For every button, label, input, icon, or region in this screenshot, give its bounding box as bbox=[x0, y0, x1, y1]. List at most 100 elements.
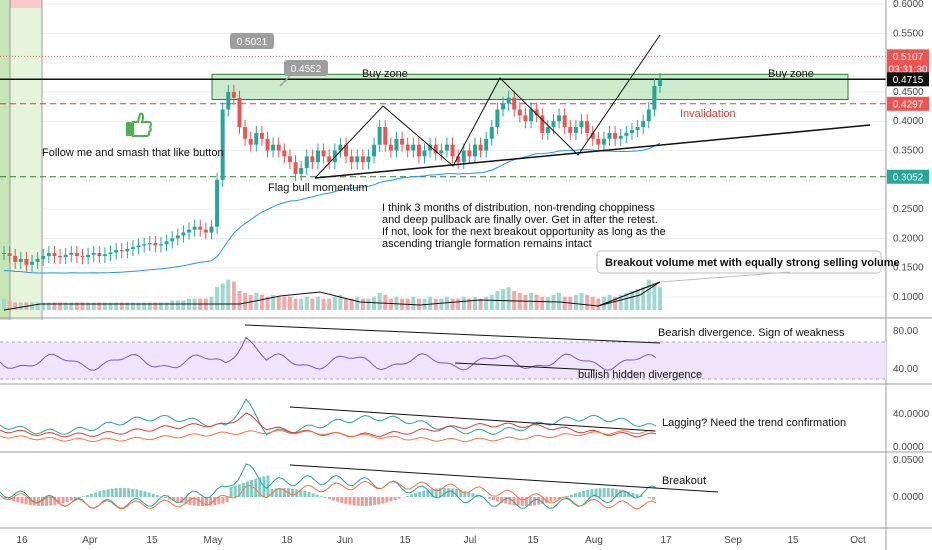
candle-body bbox=[635, 127, 640, 130]
candle-body bbox=[529, 109, 534, 122]
candle-body bbox=[472, 144, 477, 157]
candle-body bbox=[506, 97, 511, 104]
volume-bar bbox=[130, 302, 135, 310]
volume-bar bbox=[456, 298, 461, 310]
volume-bar bbox=[573, 294, 578, 310]
candle-body bbox=[237, 97, 242, 128]
candle-body bbox=[187, 229, 192, 233]
price-tick-label: 0.2500 bbox=[893, 204, 924, 215]
macd-histogram-bar bbox=[291, 488, 295, 497]
volume-bar bbox=[327, 298, 332, 310]
candle-body bbox=[641, 121, 646, 128]
thesis-line-1: I think 3 months of distribution, non-tr… bbox=[382, 202, 655, 214]
macd-histogram-bar bbox=[385, 497, 389, 503]
price-tag-box bbox=[887, 61, 929, 76]
volume-bar bbox=[299, 298, 304, 310]
candle-body bbox=[13, 255, 18, 262]
price-tick-label: 0.3500 bbox=[893, 146, 924, 157]
candle-body bbox=[501, 103, 506, 110]
panel3-line-b bbox=[0, 412, 657, 438]
volume-bar bbox=[613, 296, 618, 310]
callout-high: 0.5021 bbox=[230, 33, 274, 49]
candle-body bbox=[658, 80, 662, 87]
candle-body bbox=[18, 258, 23, 262]
time-tick-label: 18 bbox=[281, 535, 293, 546]
triangle-support-line bbox=[314, 124, 871, 179]
macd-histogram-bar bbox=[49, 497, 53, 506]
candle-body bbox=[411, 144, 416, 151]
volume-bar bbox=[545, 296, 550, 310]
macd-histogram-bar bbox=[233, 485, 237, 497]
volume-bar bbox=[624, 292, 629, 310]
macd-histogram-bar bbox=[311, 493, 315, 497]
macd-histogram-bar bbox=[131, 488, 135, 497]
candle-body bbox=[231, 91, 236, 98]
candle-body bbox=[153, 243, 158, 246]
macd-histogram-bar bbox=[348, 497, 352, 505]
candle-body bbox=[46, 253, 51, 256]
macd-histogram-bar bbox=[135, 489, 139, 497]
macd-histogram-bar bbox=[586, 490, 590, 497]
macd-histogram-bar bbox=[455, 489, 459, 497]
price-tick-label: 0.6000 bbox=[893, 0, 924, 10]
macd-histogram-bar bbox=[651, 497, 655, 500]
volume-bar bbox=[153, 302, 158, 310]
volume-bar bbox=[58, 302, 63, 310]
candle-body bbox=[35, 258, 40, 262]
price-tag-label: 0.4715 bbox=[893, 75, 924, 86]
macd-histogram-bar bbox=[77, 497, 81, 498]
volume-bar bbox=[80, 302, 85, 310]
time-tick-label: Oct bbox=[850, 535, 866, 546]
macd-histogram-bar bbox=[500, 497, 504, 503]
left-red-cap bbox=[10, 0, 42, 8]
candle-body bbox=[136, 245, 141, 248]
callout-high-box bbox=[230, 33, 274, 49]
macd-histogram-bar bbox=[537, 497, 541, 505]
macd-histogram-bar bbox=[574, 493, 577, 497]
flag-label: Flag bull momentum bbox=[268, 182, 368, 194]
macd-histogram-bar bbox=[496, 497, 500, 502]
macd-histogram-bar bbox=[635, 494, 639, 497]
volume-bar bbox=[63, 302, 68, 310]
candle-body bbox=[119, 250, 124, 252]
macd-histogram-bar bbox=[623, 490, 627, 497]
macd-histogram-bar bbox=[405, 495, 409, 497]
macd-histogram-bar bbox=[434, 488, 438, 497]
rsi-bearish-div-line bbox=[244, 324, 661, 344]
macd-histogram-bar bbox=[389, 497, 393, 502]
thesis-line-2: and deep pullback are finally over. Get … bbox=[382, 214, 658, 226]
candle-body bbox=[164, 241, 169, 245]
macd-histogram-bar bbox=[606, 488, 610, 497]
volume-bar bbox=[416, 298, 421, 310]
volume-bar bbox=[142, 302, 147, 310]
volume-bar bbox=[74, 302, 79, 310]
candle-body bbox=[613, 132, 618, 139]
macd-signal-line bbox=[0, 480, 657, 510]
candle-body bbox=[299, 168, 304, 174]
time-tick-label: 15 bbox=[399, 535, 411, 546]
price-tag-label: 0.4297 bbox=[893, 99, 924, 110]
candle-body bbox=[394, 138, 399, 151]
volume-bar bbox=[243, 292, 248, 310]
volume-bar bbox=[52, 302, 57, 310]
time-tick-label: Jul bbox=[464, 535, 477, 546]
macd-histogram-bar bbox=[615, 488, 618, 497]
candle-body bbox=[24, 258, 29, 265]
volume-bar bbox=[97, 302, 102, 310]
volume-bar bbox=[439, 298, 444, 310]
macd-histogram-bar bbox=[360, 497, 364, 506]
lagging-label: Lagging? Need the trend confirmation bbox=[662, 417, 846, 429]
candle-body bbox=[69, 253, 74, 255]
volume-bar bbox=[170, 300, 175, 310]
overlays bbox=[3, 34, 871, 311]
macd-histogram-bar bbox=[520, 497, 524, 506]
macd-histogram-bar bbox=[94, 492, 98, 497]
time-tick-label: Sep bbox=[724, 535, 742, 546]
volume-bar bbox=[108, 302, 113, 310]
macd-histogram-bar bbox=[262, 476, 266, 497]
volume-bar bbox=[293, 298, 298, 310]
candle-body bbox=[203, 229, 208, 233]
candle-body bbox=[646, 109, 651, 122]
candle-body bbox=[545, 127, 550, 133]
